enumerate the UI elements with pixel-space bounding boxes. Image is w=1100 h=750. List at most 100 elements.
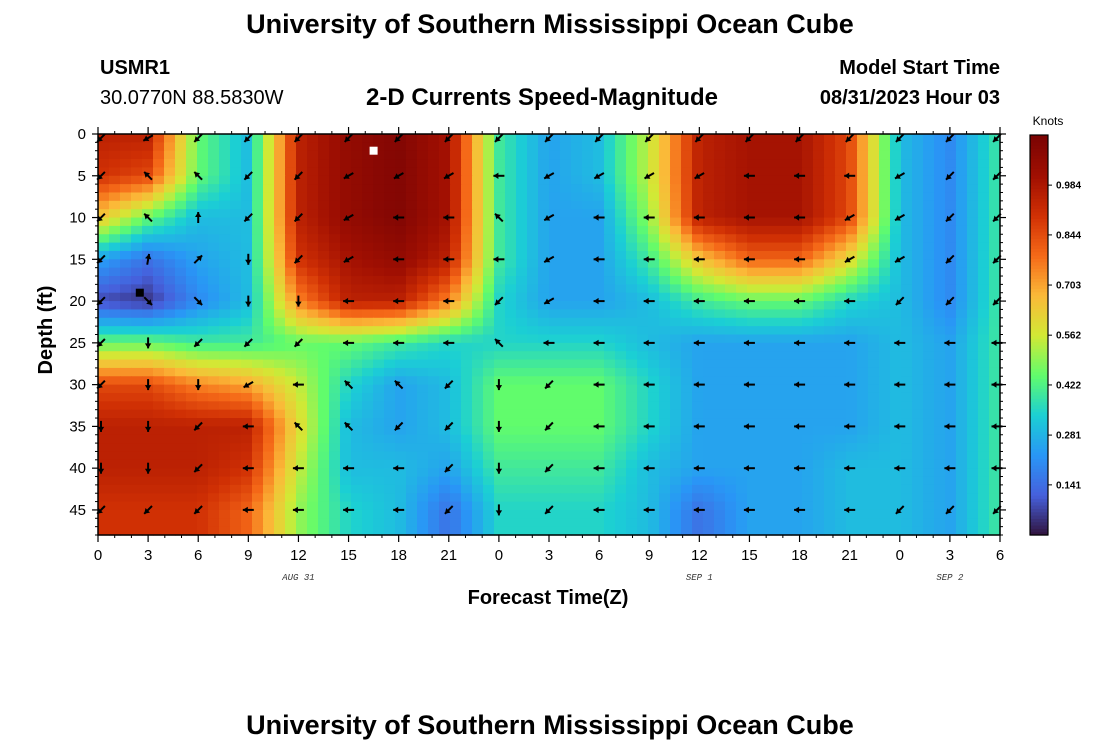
heatmap-cell: [450, 443, 462, 453]
heatmap-cell: [109, 217, 121, 227]
heatmap-cell: [769, 234, 781, 244]
heatmap-cell: [604, 150, 616, 160]
heatmap-cell: [725, 359, 737, 369]
heatmap-cell: [538, 250, 550, 260]
heatmap-cell: [967, 167, 979, 177]
heatmap-cell: [505, 184, 517, 194]
heatmap-cell: [703, 200, 715, 210]
x-tick-label: 12: [691, 547, 708, 564]
heatmap-cell: [494, 476, 506, 486]
heatmap-cell: [296, 150, 308, 160]
heatmap-cell: [890, 209, 902, 219]
heatmap-cell: [593, 301, 605, 311]
heatmap-cell: [681, 250, 693, 260]
heatmap-cell: [516, 150, 528, 160]
heatmap-cell: [956, 334, 968, 344]
heatmap-cell: [868, 426, 880, 436]
heatmap-cell: [736, 451, 748, 461]
heatmap-cell: [472, 317, 484, 327]
heatmap-cell: [967, 493, 979, 503]
heatmap-cell: [98, 509, 110, 519]
heatmap-cell: [274, 334, 286, 344]
heatmap-cell: [142, 292, 154, 302]
heatmap-cell: [681, 401, 693, 411]
heatmap-cell: [626, 159, 638, 169]
heatmap-cell: [263, 192, 275, 202]
heatmap-cell: [516, 351, 528, 361]
heatmap-cell: [725, 292, 737, 302]
heatmap-cell: [175, 384, 187, 394]
heatmap-cell: [98, 192, 110, 202]
heatmap-cell: [428, 200, 440, 210]
heatmap-cell: [307, 209, 319, 219]
heatmap-cell: [758, 209, 770, 219]
heatmap-cell: [626, 367, 638, 377]
heatmap-cell: [890, 284, 902, 294]
heatmap-cell: [868, 392, 880, 402]
heatmap-cell: [406, 250, 418, 260]
heatmap-cell: [516, 284, 528, 294]
heatmap-cell: [120, 526, 132, 536]
heatmap-cell: [890, 134, 902, 143]
heatmap-cell: [703, 392, 715, 402]
heatmap-cell: [131, 526, 143, 536]
heatmap-cell: [780, 351, 792, 361]
heatmap-cell: [439, 142, 451, 152]
heatmap-cell: [98, 418, 110, 427]
heatmap-cell: [505, 518, 517, 528]
heatmap-cell: [274, 484, 286, 494]
heatmap-cell: [120, 476, 132, 486]
heatmap-cell: [296, 301, 308, 311]
heatmap-cell: [824, 501, 836, 511]
heatmap-cell: [725, 276, 737, 285]
heatmap-cell: [912, 159, 924, 169]
heatmap-cell: [549, 501, 561, 511]
heatmap-cell: [351, 426, 363, 436]
heatmap-cell: [461, 409, 473, 419]
heatmap-cell: [626, 250, 638, 260]
y-tick-label: 20: [69, 293, 86, 310]
heatmap-cell: [241, 493, 253, 503]
heatmap-cell: [373, 276, 385, 285]
heatmap-cell: [868, 175, 880, 185]
heatmap-cell: [175, 509, 187, 519]
heatmap-cell: [494, 367, 506, 377]
heatmap-cell: [692, 392, 704, 402]
heatmap-cell: [648, 418, 660, 427]
heatmap-cell: [637, 334, 649, 344]
heatmap-cell: [879, 376, 891, 386]
heatmap-cell: [384, 426, 396, 436]
heatmap-cell: [802, 284, 814, 294]
heatmap-cell: [373, 392, 385, 402]
heatmap-cell: [307, 317, 319, 327]
heatmap-cell: [791, 459, 803, 469]
heatmap-cell: [934, 459, 946, 469]
heatmap-cell: [637, 392, 649, 402]
heatmap-cell: [615, 309, 627, 319]
heatmap-cell: [846, 493, 858, 503]
heatmap-cell: [604, 501, 616, 511]
heatmap-cell: [175, 175, 187, 185]
heatmap-cell: [714, 259, 726, 269]
colorbar-segment: [1030, 281, 1048, 286]
heatmap-cell: [604, 367, 616, 377]
current-arrow: [894, 381, 906, 388]
heatmap-cell: [956, 209, 968, 219]
heatmap-cell: [461, 134, 473, 143]
heatmap-cell: [329, 250, 341, 260]
heatmap-cell: [582, 418, 594, 427]
current-arrow: [945, 505, 955, 515]
heatmap-cell: [615, 150, 627, 160]
heatmap-cell: [329, 142, 341, 152]
heatmap-cell: [505, 200, 517, 210]
colorbar-segment: [1030, 461, 1048, 466]
heatmap-cell: [670, 451, 682, 461]
heatmap-cell: [186, 401, 198, 411]
heatmap-cell: [142, 392, 154, 402]
heatmap-cell: [197, 301, 209, 311]
heatmap-cell: [912, 317, 924, 327]
heatmap-cell: [197, 150, 209, 160]
heatmap-cell: [659, 418, 671, 427]
heatmap-cell: [230, 443, 242, 453]
heatmap-cell: [956, 434, 968, 444]
